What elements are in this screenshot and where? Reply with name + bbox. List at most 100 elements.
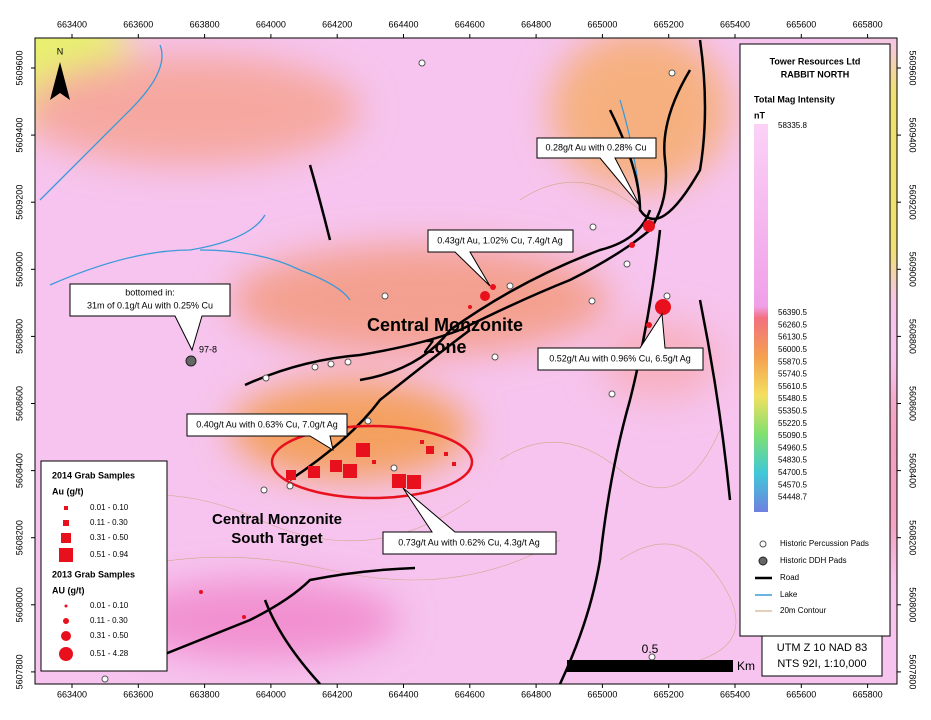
x-coord-label: 665400 (720, 689, 750, 699)
sample (426, 446, 434, 454)
x-coord-label: 663600 (123, 19, 153, 29)
y-coord-label: 5609400 (14, 118, 24, 153)
pad (286, 482, 294, 490)
south-label: South Target (231, 530, 322, 547)
contour (519, 181, 641, 211)
color-bar (754, 124, 768, 512)
sample (286, 470, 296, 480)
y-coord-label: 5608800 (14, 319, 24, 354)
y-coord-label: 5609000 (14, 252, 24, 287)
samples-legend-item: 0.31 - 0.50 (90, 533, 129, 542)
y-coord-label: 5607800 (14, 654, 24, 689)
color-scale-label: 55610.5 (778, 382, 807, 391)
samples-2014 (286, 440, 456, 489)
y-coord-label: 5609200 (14, 185, 24, 220)
pad (364, 417, 372, 425)
samples-legend-item: 0.11 - 0.30 (90, 616, 128, 625)
x-coord-label: 665800 (853, 689, 883, 699)
lake-line (199, 249, 351, 301)
anomaly (230, 380, 470, 480)
sample (343, 464, 357, 478)
callout-text: bottomed in: (125, 287, 175, 297)
callout-box (382, 487, 557, 555)
samples-legend-item: 0.51 - 0.94 (90, 550, 129, 559)
pad (668, 69, 676, 77)
color-scale-label: 54570.5 (778, 480, 807, 489)
legend-square (64, 506, 68, 510)
road (263, 599, 321, 684)
roads (149, 39, 732, 684)
samples-legend-title: 2014 Grab Samples (52, 470, 135, 480)
x-coord-label: 664800 (521, 19, 551, 29)
y-coord-label: 5608400 (14, 453, 24, 488)
legend-ddh-symbol (758, 556, 768, 566)
contour (619, 543, 737, 661)
y-coord-label: 5608600 (908, 386, 918, 421)
color-scale-label: 56260.5 (778, 320, 807, 329)
pad (589, 223, 597, 231)
pad (260, 486, 268, 494)
color-scale-label: 54830.5 (778, 456, 807, 465)
samples-2013 (199, 220, 671, 619)
south-label: Central Monzonite (212, 511, 342, 528)
legend-square (59, 548, 73, 562)
x-coord-label: 664600 (455, 19, 485, 29)
scale-bar-value: 0.5 (642, 642, 659, 656)
sample (444, 452, 448, 456)
sample (356, 443, 370, 457)
x-coord-label: 664200 (322, 689, 352, 699)
x-coord-label: 665400 (720, 19, 750, 29)
x-coord-label: 665000 (587, 19, 617, 29)
sample (646, 322, 652, 328)
legend-circle (63, 618, 69, 624)
pad (588, 297, 596, 305)
zone-label: Central Monzonite (367, 315, 523, 335)
x-coord-label: 664600 (455, 689, 485, 699)
anomaly (230, 245, 610, 355)
scale-bar-unit: Km (737, 659, 755, 673)
x-coord-label: 663400 (57, 689, 87, 699)
pad (390, 464, 398, 472)
callout-text: 0.43g/t Au, 1.02% Cu, 7.4g/t Ag (437, 235, 563, 245)
y-coord-label: 5609400 (908, 118, 918, 153)
sample (490, 284, 496, 290)
sample (392, 474, 406, 488)
x-coord-label: 664400 (388, 19, 418, 29)
color-scale-label: 55740.5 (778, 370, 807, 379)
samples-legend-item: 0.31 - 0.50 (90, 631, 129, 640)
percussion-pads (101, 59, 676, 683)
sample (452, 462, 456, 466)
pad (491, 353, 499, 361)
legend-item: Historic Percussion Pads (780, 539, 869, 548)
samples-legend-item: 0.11 - 0.30 (90, 518, 128, 527)
color-scale-labels: 58335.8 56390.5 56260.5 56130.5 56000.5 55870… (778, 121, 807, 502)
legend-circle (61, 631, 71, 641)
x-coord-label: 664200 (322, 19, 352, 29)
north-arrow (50, 62, 70, 100)
x-coord-label: 665200 (654, 19, 684, 29)
callout-box (537, 312, 704, 371)
y-coord-label: 5609600 (908, 50, 918, 85)
color-scale-label: 56130.5 (778, 333, 807, 342)
road (608, 39, 707, 221)
lake-line (39, 44, 163, 201)
map-frame (34, 37, 898, 685)
x-coord-label: 665600 (786, 689, 816, 699)
sample (655, 299, 671, 315)
legend-circle (64, 604, 68, 608)
y-coord-label: 5608200 (14, 520, 24, 555)
color-scale-label: 55090.5 (778, 431, 807, 440)
pad (506, 282, 514, 290)
x-coord-label: 665000 (587, 689, 617, 699)
color-scale-label: 56390.5 (778, 308, 807, 317)
callout-box (427, 229, 574, 287)
y-coord-label: 5607800 (908, 654, 918, 689)
pad (663, 292, 671, 300)
color-scale-label: 56000.5 (778, 345, 807, 354)
callout-text: 0.40g/t Au with 0.63% Cu, 7.0g/t Ag (196, 419, 338, 429)
y-coord-label: 5608000 (908, 587, 918, 622)
x-coord-label: 663600 (123, 689, 153, 699)
axes: 663400 663400 663600 663600 663800 663800 6640… (14, 19, 917, 699)
